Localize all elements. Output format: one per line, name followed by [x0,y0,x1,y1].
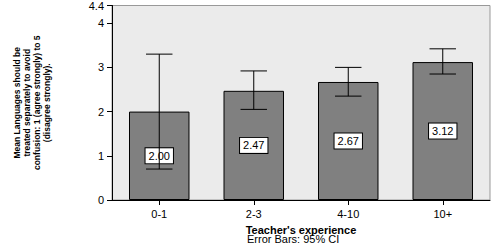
svg-text:Error Bars: 95% CI: Error Bars: 95% CI [247,233,339,245]
svg-text:(disagree strongly).: (disagree strongly). [42,63,52,142]
svg-text:0-1: 0-1 [151,208,167,220]
svg-text:treated separately to avoid: treated separately to avoid [22,49,32,157]
svg-text:4-10: 4-10 [337,208,359,220]
svg-text:Teacher's experience: Teacher's experience [245,223,357,236]
svg-text:Mean Languages should be: Mean Languages should be [12,47,22,159]
svg-text:2.00: 2.00 [148,149,170,162]
svg-text:4: 4 [98,17,104,29]
svg-text:4.4: 4.4 [89,0,104,12]
svg-text:3: 3 [98,61,104,73]
svg-text:10+: 10+ [433,208,452,220]
svg-text:2.67: 2.67 [338,135,359,147]
svg-text:confusion: 1 (agree strongly): confusion: 1 (agree strongly) to 5 [32,35,42,170]
svg-text:3.12: 3.12 [432,125,453,137]
svg-text:2-3: 2-3 [246,208,262,220]
svg-text:2.47: 2.47 [243,139,264,151]
svg-text:0: 0 [98,194,104,206]
svg-text:2: 2 [98,106,104,118]
svg-text:1: 1 [98,150,104,162]
